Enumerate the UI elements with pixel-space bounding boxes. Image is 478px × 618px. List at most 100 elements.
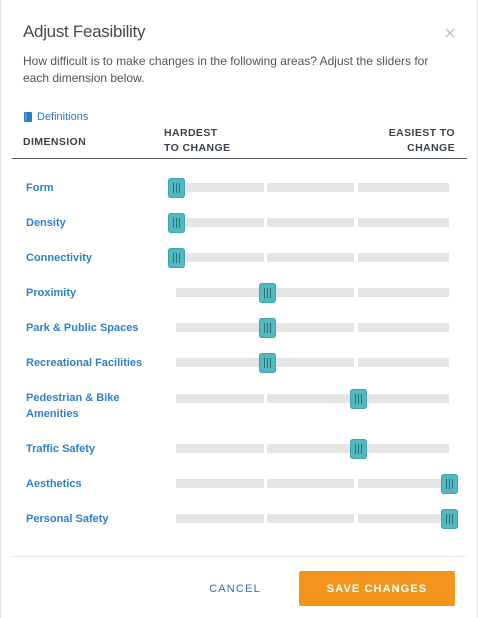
slider-track-segment <box>176 288 264 297</box>
grip-line <box>270 287 271 298</box>
grip-line <box>267 287 268 298</box>
slider-track-segment <box>176 358 264 367</box>
slider-handle[interactable] <box>441 508 458 529</box>
grip-line <box>264 287 265 298</box>
grip-line <box>361 393 362 404</box>
slider-track-segment <box>358 394 449 403</box>
close-icon[interactable] <box>443 26 457 40</box>
grip-line <box>452 513 453 524</box>
grip-line <box>270 357 271 368</box>
slider-track-segment <box>267 394 354 403</box>
grip-line <box>173 217 174 228</box>
slider-track-segment <box>358 444 449 453</box>
slider-track-segment <box>267 288 354 297</box>
easiest-column-header: EASIEST TO CHANGE <box>371 126 455 156</box>
dimension-row: Park & Public Spaces <box>1 317 478 350</box>
slider-handle[interactable] <box>168 212 185 233</box>
dimension-column-header: DIMENSION <box>23 136 87 148</box>
slider-track-segment <box>176 394 264 403</box>
slider-track-segment <box>267 218 354 227</box>
dimension-row: Traffic Safety <box>1 438 478 471</box>
slider-track-segment <box>176 253 264 262</box>
slider-track[interactable] <box>176 358 449 367</box>
grip-line <box>361 443 362 454</box>
slider-track-segment <box>267 514 354 523</box>
header-divider <box>12 158 467 159</box>
slider-track[interactable] <box>176 394 449 403</box>
slider-handle[interactable] <box>168 177 185 198</box>
grip-line <box>267 357 268 368</box>
slider-track-segment <box>176 444 264 453</box>
dimension-label: Recreational Facilities <box>26 357 143 369</box>
dimension-row: Aesthetics <box>1 473 478 506</box>
definitions-link[interactable]: Definitions <box>24 111 88 123</box>
dimension-label: Proximity <box>26 287 77 299</box>
footer-divider <box>12 556 467 557</box>
dimension-row: Recreational Facilities <box>1 352 478 385</box>
grip-line <box>452 478 453 489</box>
grip-line <box>449 513 450 524</box>
slider-track-segment <box>358 218 449 227</box>
slider-handle[interactable] <box>168 247 185 268</box>
slider-track-segment <box>358 253 449 262</box>
grip-line <box>176 217 177 228</box>
slider-track-segment <box>267 323 354 332</box>
dimension-label: Park & Public Spaces <box>26 322 139 334</box>
cancel-button[interactable]: CANCEL <box>199 574 271 604</box>
hardest-header-line1: HARDEST <box>164 127 218 139</box>
slider-track[interactable] <box>176 323 449 332</box>
grip-line <box>358 443 359 454</box>
definitions-label: Definitions <box>37 111 89 123</box>
grip-line <box>270 322 271 333</box>
dimension-row: Pedestrian & Bike Amenities <box>1 388 478 420</box>
easiest-header-line2: CHANGE <box>407 142 455 154</box>
slider-track-segment <box>358 323 449 332</box>
grip-line <box>446 513 447 524</box>
slider-handle[interactable] <box>259 352 276 373</box>
slider-handle[interactable] <box>259 317 276 338</box>
grip-line <box>173 252 174 263</box>
slider-track-segment <box>267 444 354 453</box>
grip-line <box>449 478 450 489</box>
slider-handle[interactable] <box>441 473 458 494</box>
slider-track[interactable] <box>176 253 449 262</box>
save-changes-button[interactable]: SAVE CHANGES <box>299 571 455 606</box>
slider-track-segment <box>176 323 264 332</box>
easiest-header-line1: EASIEST TO <box>388 127 455 139</box>
grip-line <box>176 182 177 193</box>
slider-track[interactable] <box>176 288 449 297</box>
grip-line <box>173 182 174 193</box>
dimension-row: Form <box>1 177 478 210</box>
slider-track-segment <box>267 479 354 488</box>
dimension-row: Proximity <box>1 282 478 315</box>
dimension-row: Density <box>1 212 478 245</box>
slider-track[interactable] <box>176 479 449 488</box>
grip-line <box>355 393 356 404</box>
slider-track-segment <box>176 218 264 227</box>
slider-handle[interactable] <box>350 388 367 409</box>
dimension-label: Pedestrian & Bike Amenities <box>26 392 120 420</box>
slider-track[interactable] <box>176 514 449 523</box>
slider-track-segment <box>176 514 264 523</box>
dimension-row: Connectivity <box>1 247 478 280</box>
grip-line <box>355 443 356 454</box>
grip-line <box>179 182 180 193</box>
hardest-header-line2: TO CHANGE <box>164 142 231 154</box>
slider-track[interactable] <box>176 218 449 227</box>
slider-track-segment <box>267 183 354 192</box>
slider-handle[interactable] <box>259 282 276 303</box>
dimension-label: Aesthetics <box>26 478 82 490</box>
dimension-label: Connectivity <box>26 252 93 264</box>
grip-line <box>267 322 268 333</box>
slider-track-segment <box>176 183 264 192</box>
slider-track[interactable] <box>176 444 449 453</box>
slider-track-segment <box>358 288 449 297</box>
slider-track-segment <box>267 253 354 262</box>
slider-track-segment <box>358 358 449 367</box>
slider-track-segment <box>358 183 449 192</box>
slider-handle[interactable] <box>350 438 367 459</box>
slider-track[interactable] <box>176 183 449 192</box>
grip-line <box>264 357 265 368</box>
slider-track-segment <box>358 479 449 488</box>
slider-track-segment <box>358 514 449 523</box>
